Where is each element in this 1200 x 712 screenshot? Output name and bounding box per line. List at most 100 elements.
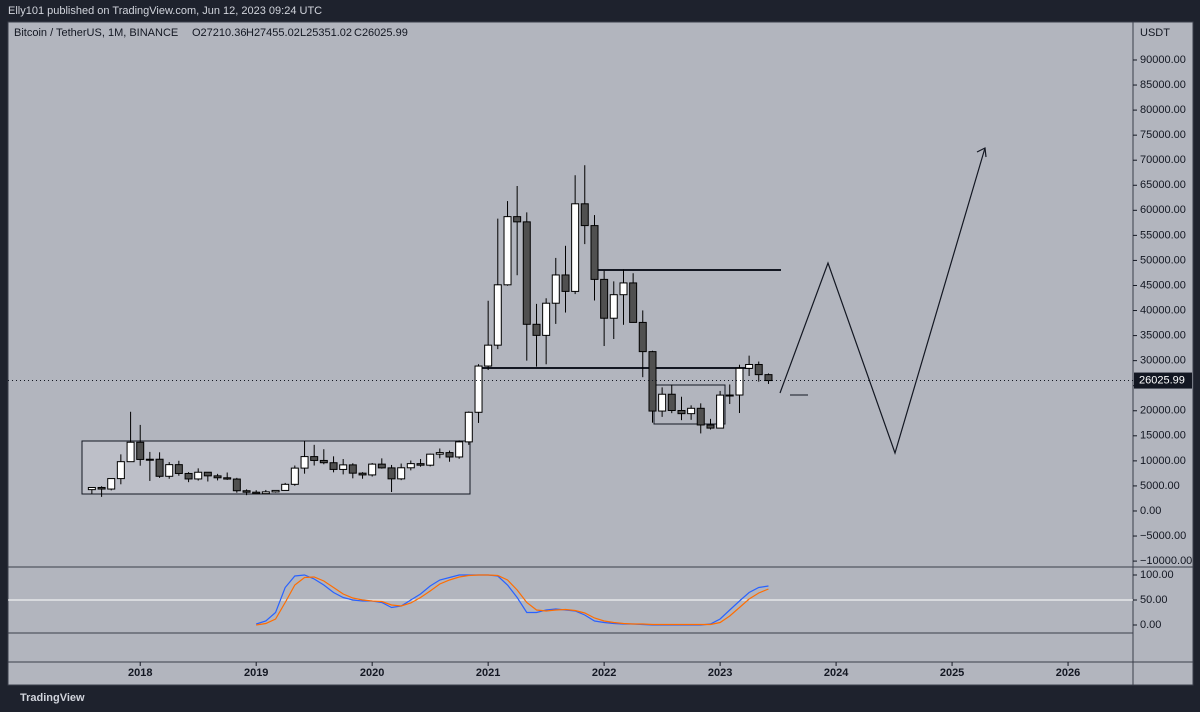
projection-path [779,147,986,455]
candle-body [368,463,377,476]
y-tick-label: 30000.00 [1140,355,1186,367]
candle-body [677,410,686,415]
candle-body [445,452,454,458]
candle-body [165,464,174,477]
y-tick-label: 5000.00 [1140,480,1180,492]
y-tick-label: 45000.00 [1140,279,1186,291]
symbol: Bitcoin / TetherUS, 1M, BINANCE [14,27,178,39]
drawings [81,147,987,495]
ohlc-high: H27455.02 [246,27,300,39]
y-tick-label: 0.00 [1140,619,1161,631]
candle-body [687,407,696,415]
candle-body [667,393,676,412]
candle-body [696,407,705,426]
candle-body [310,456,319,461]
candle-body [542,302,551,336]
unit: USDT [1140,27,1170,39]
candle-body [136,441,145,460]
candle-body [619,282,628,296]
candle-body [194,471,203,480]
candle-body [435,452,444,455]
candle-body [174,464,183,474]
candle-body [116,461,125,480]
candle-body [87,486,96,491]
candle-body [358,472,367,476]
y-tick-label: 65000.00 [1140,179,1186,191]
candle-body [242,490,251,493]
candle-body [397,467,406,480]
candle-body [532,323,541,336]
candle-body [455,441,464,458]
candle-body [203,471,212,477]
y-tick-label: 55000.00 [1140,229,1186,241]
candle-body [464,411,473,443]
candle-body [329,462,338,470]
chart-area [7,21,1194,686]
candle-body [213,475,222,479]
candle-body [484,344,493,367]
candle-body [522,221,531,325]
y-tick-label: 75000.00 [1140,129,1186,141]
y-tick-label: −10000.00 [1140,555,1192,567]
candle-body [658,393,667,412]
candle-body [126,441,135,463]
x-tick-label: 2023 [708,667,732,679]
publisher: Elly101 published on TradingView.com, Ju… [8,5,322,17]
x-tick-label: 2025 [940,667,964,679]
y-tick-label: 0.00 [1140,505,1161,517]
candle-body [339,464,348,470]
y-tick-label: 40000.00 [1140,304,1186,316]
candle-body [290,467,299,485]
ohlc-low: L25351.02 [300,27,352,39]
candle-body [638,321,647,353]
candle-body [348,464,357,474]
last-price-label: 26025.99 [1139,374,1185,386]
y-tick-label: 80000.00 [1140,104,1186,116]
x-tick-label: 2024 [824,667,849,679]
candle-body [319,459,328,464]
candle-body [416,463,425,466]
candle-body [300,456,309,469]
candle-body [725,394,734,397]
candle-body [716,394,725,429]
y-tick-label: 85000.00 [1140,79,1186,91]
candle-body [609,294,618,319]
candle-body [271,489,280,493]
candle-body [426,453,435,466]
candle-body [513,216,522,223]
y-tick-label: 100.00 [1140,569,1174,581]
y-tick-label: 70000.00 [1140,154,1186,166]
ohlc-open: O27210.36 [192,27,246,39]
y-tick-label: 50.00 [1140,594,1168,606]
candle-body [590,225,599,280]
candle-body [184,472,193,480]
candle-body [107,478,116,490]
candle-body [474,365,483,413]
y-tick-label: 60000.00 [1140,204,1186,216]
candle-body [600,278,609,319]
candle-body [580,203,589,227]
candle-body [551,274,560,304]
y-tick-label: 35000.00 [1140,329,1186,341]
candle-body [281,483,290,491]
candle-body [648,351,657,412]
range-box [81,440,471,495]
indicator-line [256,574,769,626]
y-tick-label: 10000.00 [1140,455,1186,467]
candle-body [261,491,270,495]
candle-body [493,284,502,346]
candle-body [629,282,638,323]
y-tick-label: 20000.00 [1140,405,1186,417]
candle-body [252,491,261,495]
candle-body [223,477,232,480]
last-price-box [1134,372,1192,389]
candle-body [97,486,106,490]
y-tick-label: 15000.00 [1140,430,1186,442]
x-tick-label: 2019 [244,667,268,679]
candle-body [232,478,241,492]
y-tick-label: −5000.00 [1140,530,1186,542]
candle-body [754,363,763,376]
x-tick-label: 2022 [592,667,616,679]
candle-body [735,367,744,396]
